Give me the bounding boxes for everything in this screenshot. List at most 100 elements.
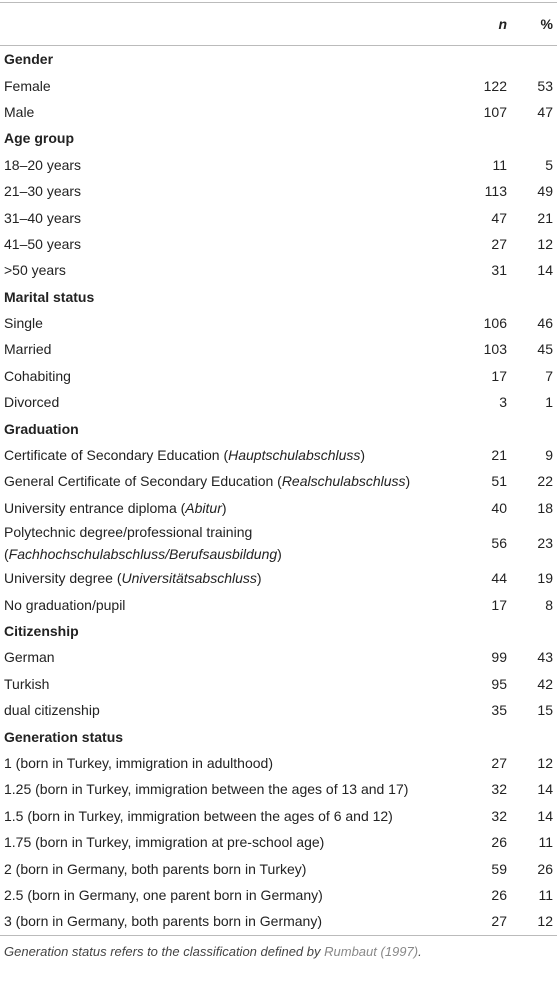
label-text: 18–20 years: [4, 156, 82, 173]
header-n: n: [443, 2, 511, 46]
n-value: 103: [483, 341, 507, 358]
n-value: 17: [491, 367, 507, 384]
pct-value: 11: [538, 834, 553, 851]
n-cell: 3: [443, 389, 511, 415]
data-row: Divorced 3 1: [0, 389, 557, 415]
data-row: 3 (born in Germany, both parents born in…: [0, 908, 557, 936]
label-text: University degree (: [4, 570, 122, 587]
label-text: Turkish: [4, 675, 50, 692]
pct-value: 12: [537, 754, 553, 771]
data-row: 1.25 (born in Turkey, immigration betwee…: [0, 776, 557, 802]
label-cell: 1.5 (born in Turkey, immigration between…: [0, 803, 443, 829]
label-cell: University entrance diploma (Abitur): [0, 495, 443, 521]
header-pct: %: [511, 2, 557, 46]
label-cell: 2 (born in Germany, both parents born in…: [0, 855, 443, 881]
n-value: 99: [491, 649, 507, 666]
label-text: Male: [4, 103, 35, 120]
n-value: 11: [492, 156, 507, 173]
label-italic: Universitätsabschluss: [121, 570, 257, 587]
n-cell: 11: [443, 152, 511, 178]
n-cell: 113: [443, 178, 511, 204]
n-value: 27: [491, 754, 507, 771]
label-cell: Cohabiting: [0, 363, 443, 389]
label-text: 1.75 (born in Turkey, immigration at pre…: [4, 834, 325, 851]
label-text: >50 years: [4, 262, 66, 279]
pct-value: 18: [537, 499, 553, 516]
label-cell: Married: [0, 336, 443, 362]
label-text: 3 (born in Germany, both parents born in…: [4, 913, 323, 930]
n-cell: 99: [443, 644, 511, 670]
label-text: Single: [4, 315, 43, 332]
pct-value: 14: [537, 262, 553, 279]
section-row: Gender: [0, 46, 557, 73]
label-cell: Certificate of Secondary Education (Haup…: [0, 442, 443, 468]
pct-value: 53: [537, 77, 553, 94]
n-value: 27: [491, 235, 507, 252]
table: n % Gender Female 122 53 Male 107 47 Age group 1…: [0, 2, 557, 936]
n-value: 51: [491, 473, 507, 490]
data-row: Turkish 95 42: [0, 671, 557, 697]
label-cell: dual citizenship: [0, 697, 443, 723]
label-text: 41–50 years: [4, 235, 82, 252]
n-cell: 35: [443, 697, 511, 723]
n-value: 27: [491, 913, 507, 930]
n-value: 31: [491, 262, 507, 279]
data-row: Female 122 53: [0, 72, 557, 98]
pct-cell: 47: [511, 99, 557, 125]
n-value: 44: [491, 570, 507, 587]
n-value: 122: [483, 77, 507, 94]
data-row: 1.75 (born in Turkey, immigration at pre…: [0, 829, 557, 855]
label-text: No graduation/pupil: [4, 596, 126, 613]
pct-value: 14: [537, 781, 553, 798]
footnote: Generation status refers to the classifi…: [0, 936, 557, 959]
n-value: 59: [491, 860, 507, 877]
pct-cell: 12: [511, 908, 557, 936]
footnote-link[interactable]: Rumbaut (1997): [324, 943, 419, 959]
label-cell: Female: [0, 72, 443, 98]
n-cell: 106: [443, 310, 511, 336]
pct-cell: 26: [511, 855, 557, 881]
pct-cell: 19: [511, 565, 557, 591]
section-row: Citizenship: [0, 618, 557, 644]
pct-cell: 11: [511, 882, 557, 908]
data-row: 2 (born in Germany, both parents born in…: [0, 855, 557, 881]
label-cell: Turkish: [0, 671, 443, 697]
n-value: 56: [491, 535, 507, 552]
n-cell: 40: [443, 495, 511, 521]
label-text: General Certificate of Secondary Educati…: [4, 473, 282, 490]
label-text: German: [4, 649, 55, 666]
pct-cell: 45: [511, 336, 557, 362]
n-value: 113: [484, 183, 507, 200]
n-value: 26: [491, 886, 507, 903]
label-cell: 18–20 years: [0, 152, 443, 178]
label-italic: Abitur: [185, 499, 222, 516]
label-text: dual citizenship: [4, 702, 100, 719]
label-cell: 1.25 (born in Turkey, immigration betwee…: [0, 776, 443, 802]
pct-cell: 12: [511, 750, 557, 776]
section-cell: Marital status: [0, 284, 557, 310]
label-italic: Realschulabschluss: [281, 473, 406, 490]
pct-cell: 15: [511, 697, 557, 723]
data-row: 1 (born in Turkey, immigration in adulth…: [0, 750, 557, 776]
pct-cell: 8: [511, 591, 557, 617]
pct-cell: 11: [511, 829, 557, 855]
footnote-end: .: [418, 943, 422, 959]
pct-cell: 7: [511, 363, 557, 389]
label-text: 31–40 years: [4, 209, 82, 226]
label-text: Divorced: [4, 394, 60, 411]
n-value: 47: [491, 209, 507, 226]
pct-cell: 9: [511, 442, 557, 468]
n-cell: 21: [443, 442, 511, 468]
label-cell: German: [0, 644, 443, 670]
pct-value: 47: [537, 103, 553, 120]
pct-value: 21: [537, 209, 553, 226]
label-text: 1.5 (born in Turkey, immigration between…: [4, 807, 393, 824]
pct-value: 23: [537, 535, 553, 552]
data-row: German 99 43: [0, 644, 557, 670]
pct-value: 22: [537, 473, 553, 490]
label-cell: General Certificate of Secondary Educati…: [0, 468, 443, 494]
n-cell: 17: [443, 591, 511, 617]
pct-value: 8: [545, 596, 553, 613]
label-text: Certificate of Secondary Education (: [4, 447, 229, 464]
